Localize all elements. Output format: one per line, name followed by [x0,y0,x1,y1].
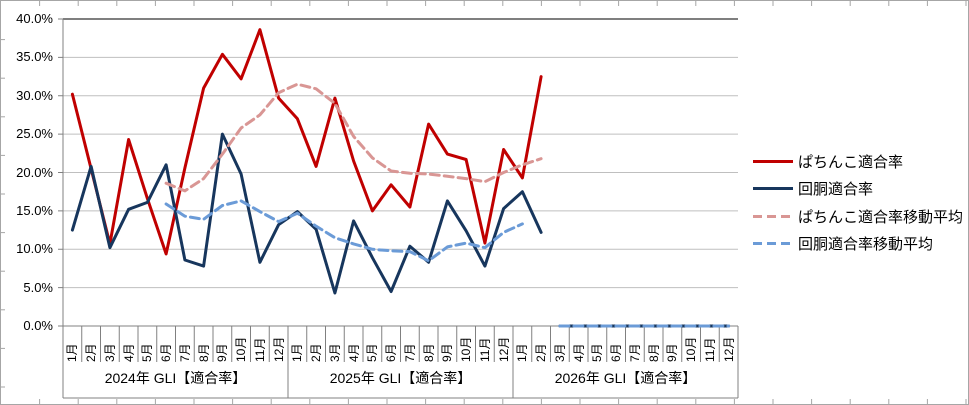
x-axis-month-label: 8月 [421,343,436,362]
y-axis-tick-label: 15.0% [16,202,53,218]
x-axis-month-label: 6月 [609,343,624,362]
x-axis-month-label: 10月 [684,336,699,362]
legend-line-sample [753,187,793,190]
legend-item: ぱちんこ適合率移動平均 [753,205,963,227]
x-axis-month-label: 2月 [309,343,324,362]
x-axis-month-label: 1月 [65,343,80,362]
legend-label: ぱちんこ適合率移動平均 [798,208,964,226]
x-axis-month-label: 11月 [702,337,717,362]
y-axis-tick-label: 20.0% [16,164,53,180]
x-axis-month-label: 9月 [215,343,230,362]
legend-label: ぱちんこ適合率 [798,153,904,171]
legend-item: ぱちんこ適合率 [753,150,903,172]
y-axis-tick-label: 10.0% [16,241,53,257]
x-axis-month-label: 12月 [271,336,286,362]
x-axis-month-label: 12月 [496,336,511,362]
legend-item: 回胴適合率移動平均 [753,233,933,255]
y-axis-tick-label: 0.0% [23,318,53,333]
x-axis-month-label: 11月 [252,337,267,362]
x-axis-year-label: 2025年 GLI【適合率】 [329,370,472,386]
y-axis-tick-label: 25.0% [16,126,53,142]
x-axis-month-label: 8月 [196,343,211,362]
x-axis-month-label: 6月 [384,343,399,362]
x-axis-month-label: 1月 [515,343,530,362]
x-axis-month-label: 5月 [140,343,155,362]
series-line-2 [164,82,543,193]
x-axis-month-label: 5月 [590,343,605,362]
legend-line-sample [753,214,793,218]
x-axis-month-label: 7月 [177,343,192,362]
x-axis-month-label: 3月 [327,343,342,362]
y-axis-tick-label: 30.0% [16,87,53,103]
x-axis-month-label: 3月 [552,343,567,362]
legend-label: 回胴適合率 [798,181,874,198]
x-axis-month-label: 9月 [440,343,455,362]
x-axis-month-label: 10月 [234,336,249,362]
y-axis-tick-label: 40.0% [16,11,53,26]
x-axis-month-label: 1月 [290,343,305,362]
series-line-1 [70,132,543,295]
x-axis-month-label: 7月 [402,343,417,362]
x-axis-month-label: 4月 [346,343,361,362]
x-axis-month-label: 7月 [627,343,642,362]
legend-label: 回胴適合率移動平均 [798,236,934,253]
x-axis-month-label: 8月 [646,343,661,362]
y-axis-tick-label: 35.0% [16,49,53,65]
series-line-3 [164,199,524,263]
x-axis-month-label: 4月 [121,343,136,362]
legend-line-sample [753,242,793,245]
x-axis-month-label: 4月 [571,343,586,362]
x-axis-month-label: 12月 [721,336,736,362]
x-axis-year-label: 2024年 GLI【適合率】 [104,370,247,386]
x-axis-month-label: 11月 [477,337,492,362]
x-axis-month-label: 5月 [365,343,380,362]
x-axis-year-label: 2026年 GLI【適合率】 [554,370,697,386]
y-axis-tick-label: 5.0% [23,279,53,295]
x-axis-month-label: 10月 [459,336,474,362]
x-axis-month-label: 6月 [159,343,174,362]
x-axis-month-label: 2月 [534,343,549,362]
x-axis-month-label: 2月 [84,343,99,362]
series-line-0 [70,28,543,256]
x-axis-month-label: 9月 [665,343,680,362]
legend-item: 回胴適合率 [753,178,873,200]
x-axis-month-label: 3月 [102,343,117,362]
legend-line-sample [753,159,793,163]
